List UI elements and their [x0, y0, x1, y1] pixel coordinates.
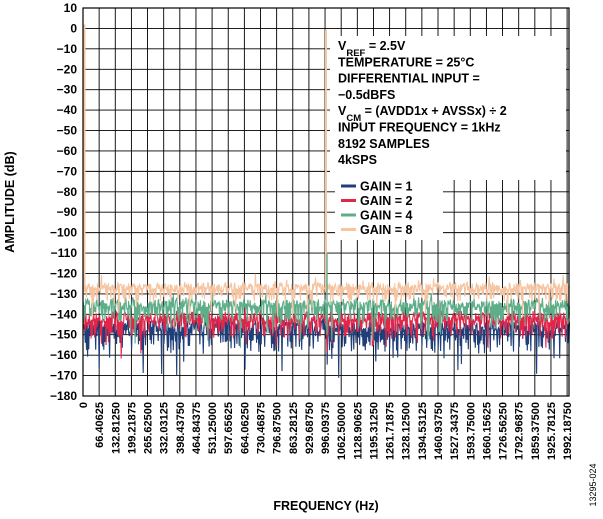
y-axis-ticks: 10 0 −10 −20 −30 −40 −50 −60 −70 −80 −90 −100 −110 −1… [50, 1, 77, 403]
series-trace [82, 293, 571, 348]
y-tick-label: −20 [57, 62, 78, 76]
x-tick-label: 265.62500 [143, 402, 155, 454]
x-tick-label: 1128.90625 [352, 402, 364, 460]
y-tick-label: −140 [50, 307, 77, 321]
x-tick-label: 929.68750 [304, 402, 316, 454]
x-tick-label: 796.87500 [272, 402, 284, 454]
y-tick-label: −180 [50, 389, 77, 403]
y-tick-label: −60 [57, 144, 78, 158]
x-tick-label: 1925.78125 [546, 402, 558, 460]
legend-label: GAIN = 8 [360, 223, 412, 237]
x-tick-label: 597.65625 [223, 402, 235, 454]
y-tick-label: 10 [64, 1, 78, 15]
y-tick-label: −90 [57, 205, 78, 219]
y-tick-label: −110 [51, 246, 78, 260]
series-layer [82, 24, 571, 378]
y-tick-label: 0 [70, 21, 77, 35]
annotation-line: TEMPERATURE = 25°C [338, 55, 474, 69]
x-tick-label: 1195.31250 [368, 402, 380, 460]
legend-label: GAIN = 2 [360, 194, 412, 208]
x-tick-label: 664.06250 [239, 402, 251, 454]
x-tick-label: 863.28125 [288, 402, 300, 454]
y-tick-label: −70 [57, 164, 78, 178]
annotation-line: −0.5dBFS [338, 88, 395, 102]
x-tick-label: 398.43750 [175, 402, 187, 454]
y-tick-label: −150 [50, 328, 77, 342]
x-tick-label: 1062.50000 [336, 402, 348, 460]
y-tick-label: −40 [57, 103, 78, 117]
x-tick-label: 66.40625 [94, 402, 106, 448]
legend-label: GAIN = 1 [360, 180, 412, 194]
x-tick-label: 464.84375 [191, 402, 203, 454]
legend-label: GAIN = 4 [360, 209, 412, 223]
annotation-line: DIFFERENTIAL INPUT = [338, 72, 480, 86]
annotation-background [330, 36, 566, 180]
x-tick-label: 730.46875 [256, 402, 268, 454]
x-axis-title: FREQUENCY (Hz) [273, 499, 378, 513]
x-tick-label: 1859.37500 [530, 402, 542, 460]
x-tick-label: 1660.15625 [481, 402, 493, 460]
x-tick-label: 1328.12500 [401, 402, 413, 460]
annotation-line: INPUT FREQUENCY = 1kHz [338, 121, 501, 135]
annotation-line: 4kSPS [338, 153, 377, 167]
x-tick-label: 332.03125 [159, 402, 171, 454]
y-tick-label: −80 [57, 185, 78, 199]
annotation-line: 8192 SAMPLES [338, 137, 430, 151]
x-tick-label: 1593.75000 [465, 402, 477, 460]
x-tick-label: 996.09375 [320, 402, 332, 454]
y-tick-label: −100 [50, 226, 77, 240]
y-tick-label: −120 [50, 266, 77, 280]
figure-id: 13295-024 [588, 463, 598, 506]
y-tick-label: −10 [57, 42, 78, 56]
x-tick-label: 1261.71875 [385, 402, 397, 460]
x-tick-label: 132.81250 [110, 402, 122, 454]
x-tick-label: 531.25000 [207, 402, 219, 454]
annotation-line: VREF = 2.5V [338, 39, 406, 59]
plot-frame [82, 7, 570, 397]
x-tick-label: 1726.56250 [498, 402, 510, 460]
x-tick-label: 1792.96875 [514, 402, 526, 460]
annotation-line: VCM = (AVDD1x + AVSSx) ÷ 2 [338, 104, 507, 124]
x-tick-label: 1460.93750 [433, 402, 445, 460]
y-tick-label: −130 [50, 287, 77, 301]
x-tick-label: 0 [78, 402, 90, 408]
y-axis-title: AMPLITUDE (dB) [3, 151, 17, 252]
x-tick-label: 1394.53125 [417, 402, 429, 460]
x-tick-label: 199.21875 [126, 402, 138, 454]
x-tick-label: 1992.18750 [562, 402, 574, 460]
y-tick-label: −170 [50, 369, 77, 383]
x-tick-label: 1527.34375 [449, 402, 461, 460]
y-tick-label: −50 [57, 124, 78, 138]
y-tick-label: −30 [57, 83, 78, 97]
y-tick-label: −160 [50, 348, 77, 362]
x-axis-ticks: 0 66.40625 132.81250 199.21875 265.62500 332.… [78, 402, 574, 460]
